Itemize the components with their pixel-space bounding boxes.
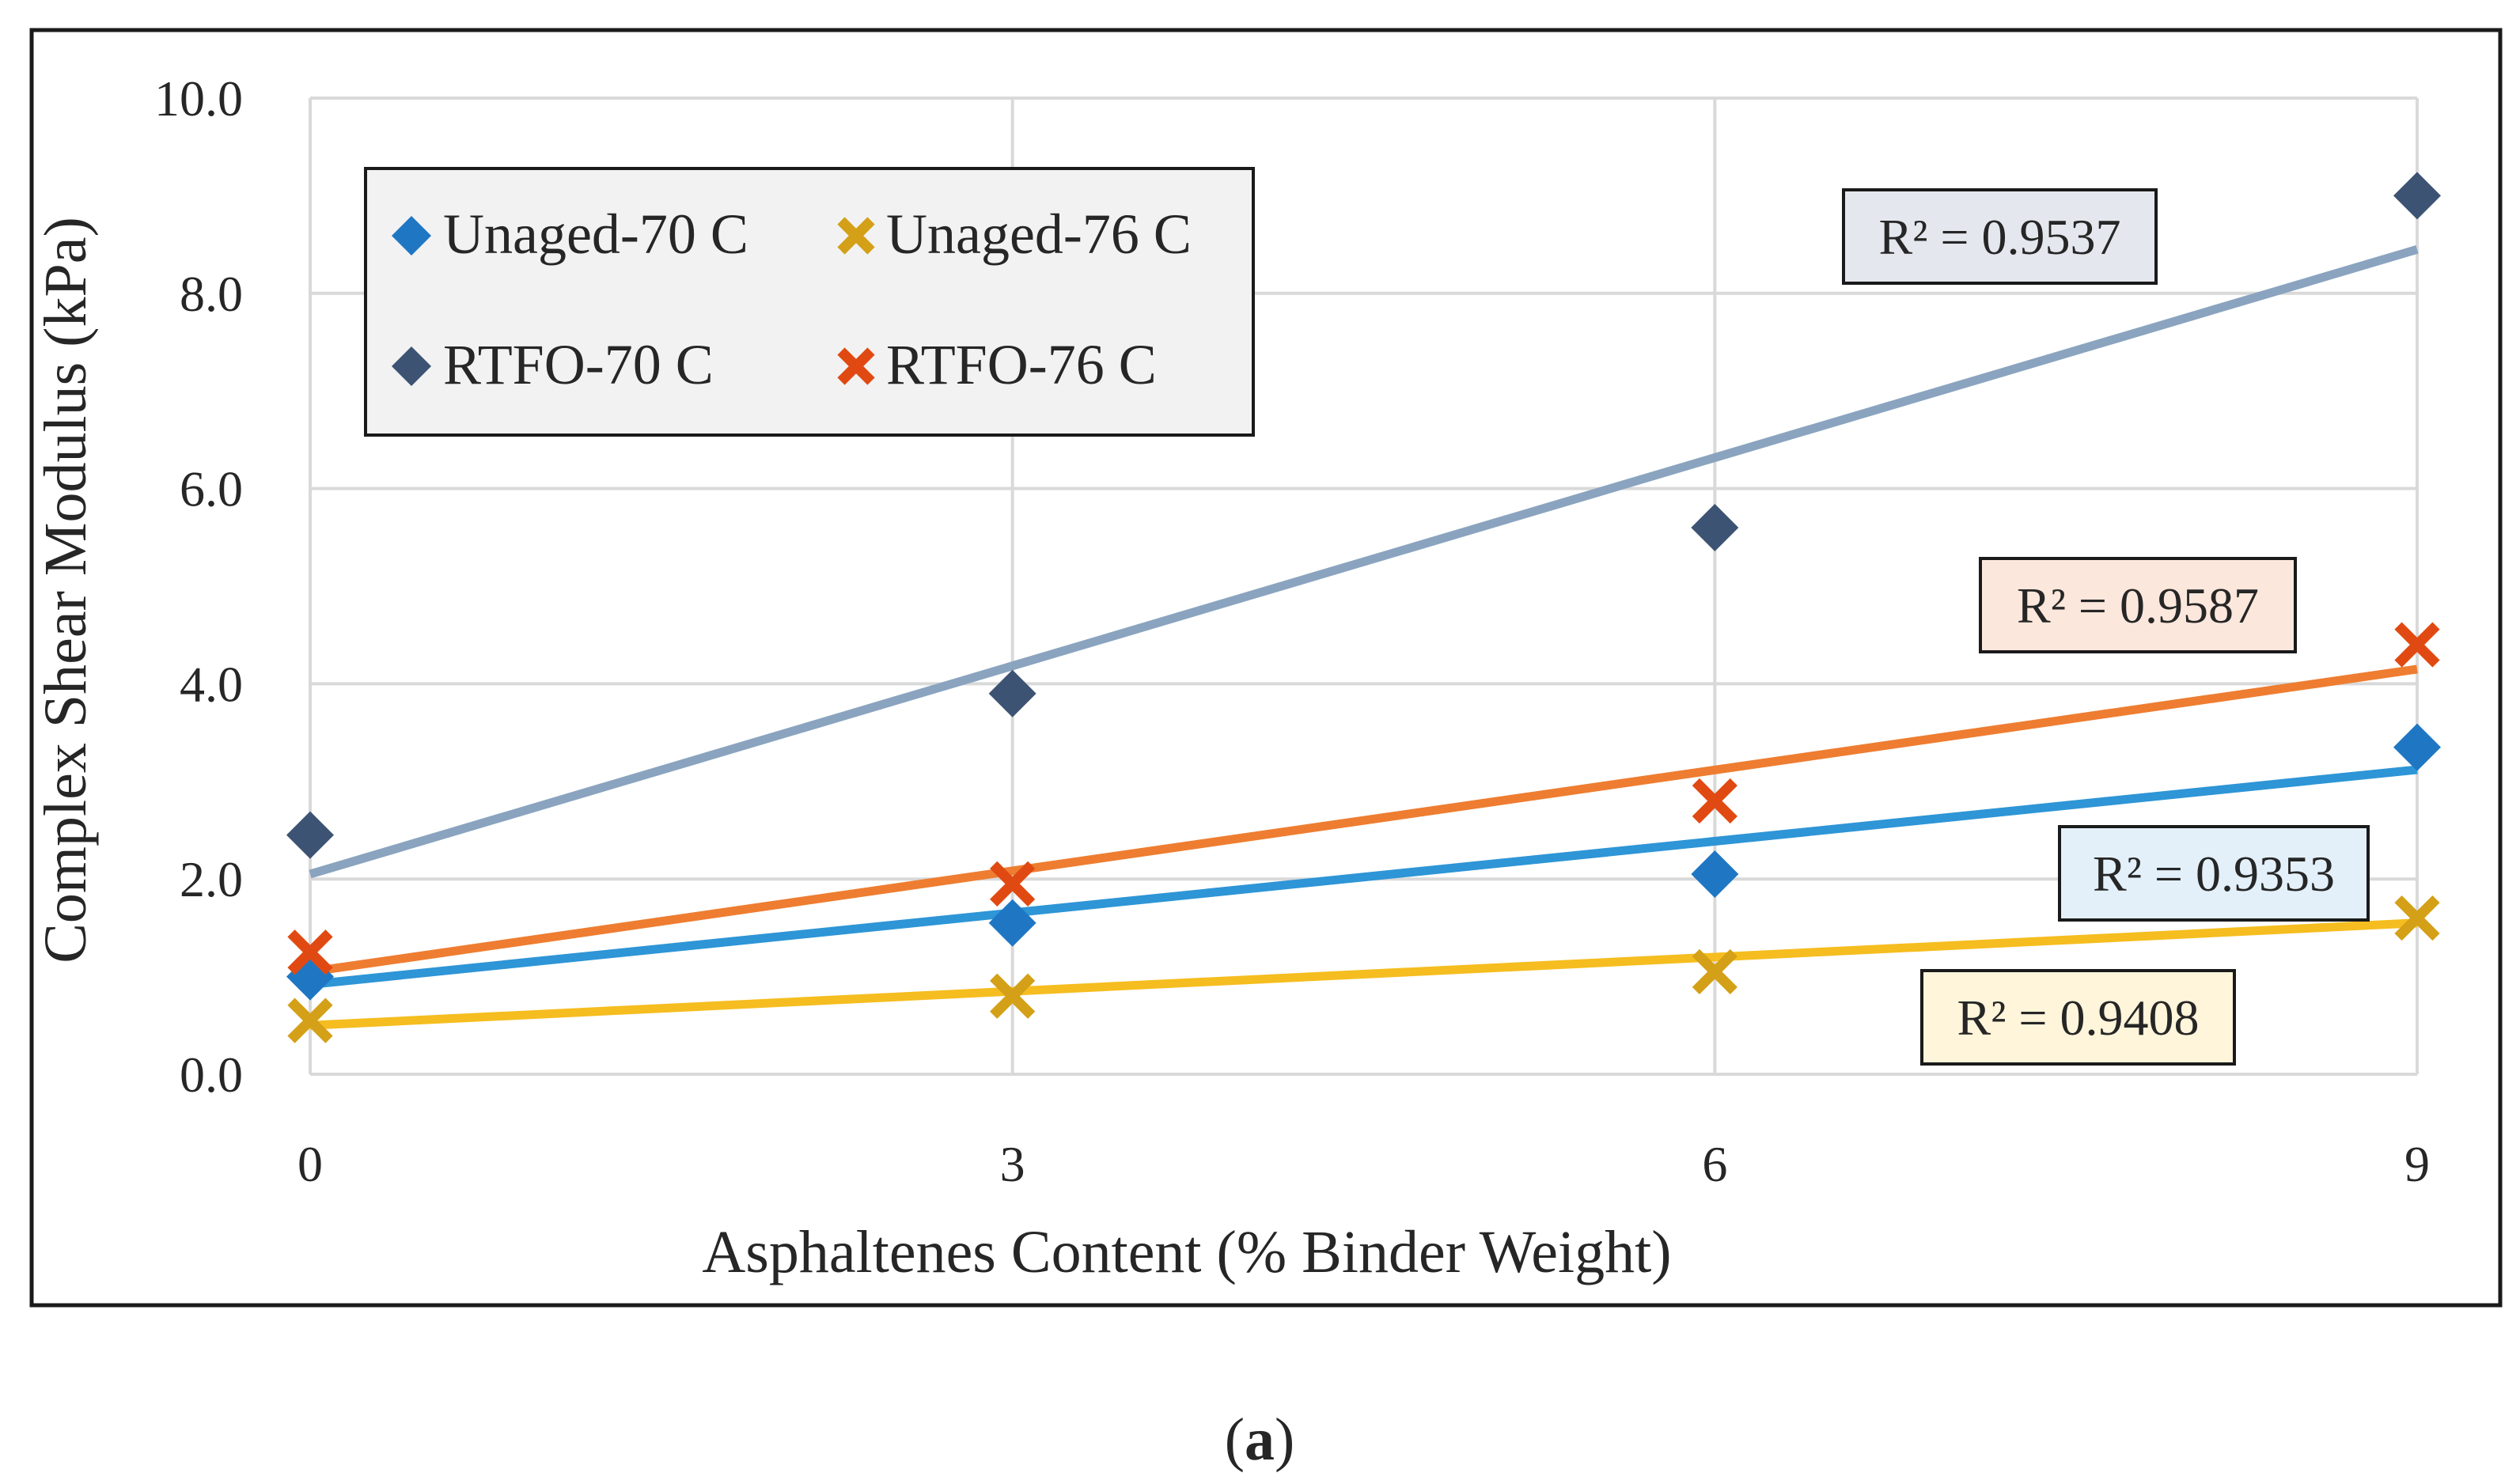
r-squared-label: R² = 0.9353 [2093,846,2335,902]
data-point [286,811,334,859]
trendline [309,664,2418,976]
data-point [1691,850,1739,899]
r-squared-box [1979,557,2297,653]
gridlines [309,97,2419,1076]
figure-caption: (a) [1225,1406,1295,1473]
x-tick-labels: 0 3 6 9 [297,1136,2430,1192]
data-point [990,973,1036,1019]
r-squared-labels: R² = 0.9353 R² = 0.9408 R² = 0.9537 R² = 0.… [1842,188,2370,1066]
legend-marker [392,346,431,386]
legend-marker [392,216,431,256]
legend-label-unaged-76: Unaged-76 C [886,203,1192,266]
legend-marker [837,347,875,385]
trendline [309,918,2418,1030]
legend-marker [837,217,875,255]
legend-label-unaged-70: Unaged-70 C [443,203,748,266]
r-squared-label: R² = 0.9587 [2017,577,2259,634]
y-axis-title: Complex Shear Modulus (kPa) [32,217,99,963]
y-tick-label: 10.0 [154,70,243,127]
x-tick-label: 0 [297,1136,323,1192]
data-point [287,929,333,975]
trendline [309,765,2418,989]
legend-label-rtfo-76: RTFO-76 C [886,333,1157,396]
caption-close-paren: ) [1275,1406,1294,1473]
y-tick-label: 2.0 [180,851,243,907]
y-tick-label: 0.0 [180,1047,243,1103]
r-squared-label: R² = 0.9408 [1957,990,2200,1046]
trendline [309,244,2419,879]
legend: Unaged-70 C Unaged-76 C RTFO-70 C RTFO-7… [364,167,1255,437]
data-point [1691,503,1739,551]
r-squared-box [1920,969,2236,1066]
data-points [286,172,2441,1043]
y-tick-label: 6.0 [180,461,243,517]
data-point [2393,723,2441,771]
data-point [2394,895,2440,941]
r-squared-label: R² = 0.9537 [1879,209,2121,265]
data-point [1692,778,1737,824]
data-point [287,998,333,1043]
caption-open-paren: ( [1225,1406,1245,1473]
legend-label-rtfo-70: RTFO-70 C [443,333,714,396]
data-point [988,899,1036,947]
r-squared-box [2058,825,2370,922]
svg-text:(a): (a) [1225,1406,1295,1473]
data-point [1692,948,1737,995]
r-squared-box [1842,188,2158,285]
data-point [988,669,1036,717]
data-point [2394,622,2440,668]
data-point [990,861,1036,907]
x-tick-label: 6 [1702,1136,1727,1192]
y-tick-labels: 0.0 2.0 4.0 6.0 8.0 10.0 [154,70,243,1103]
caption-letter: a [1245,1406,1275,1473]
x-tick-label: 9 [2404,1136,2430,1192]
data-point [2393,172,2441,220]
trendlines [309,244,2419,1030]
legend-box [364,167,1255,437]
x-axis-title: Asphaltenes Content (% Binder Weight) [702,1219,1671,1285]
y-tick-label: 4.0 [180,656,243,712]
y-tick-label: 8.0 [180,266,243,322]
x-tick-label: 3 [1000,1136,1025,1192]
